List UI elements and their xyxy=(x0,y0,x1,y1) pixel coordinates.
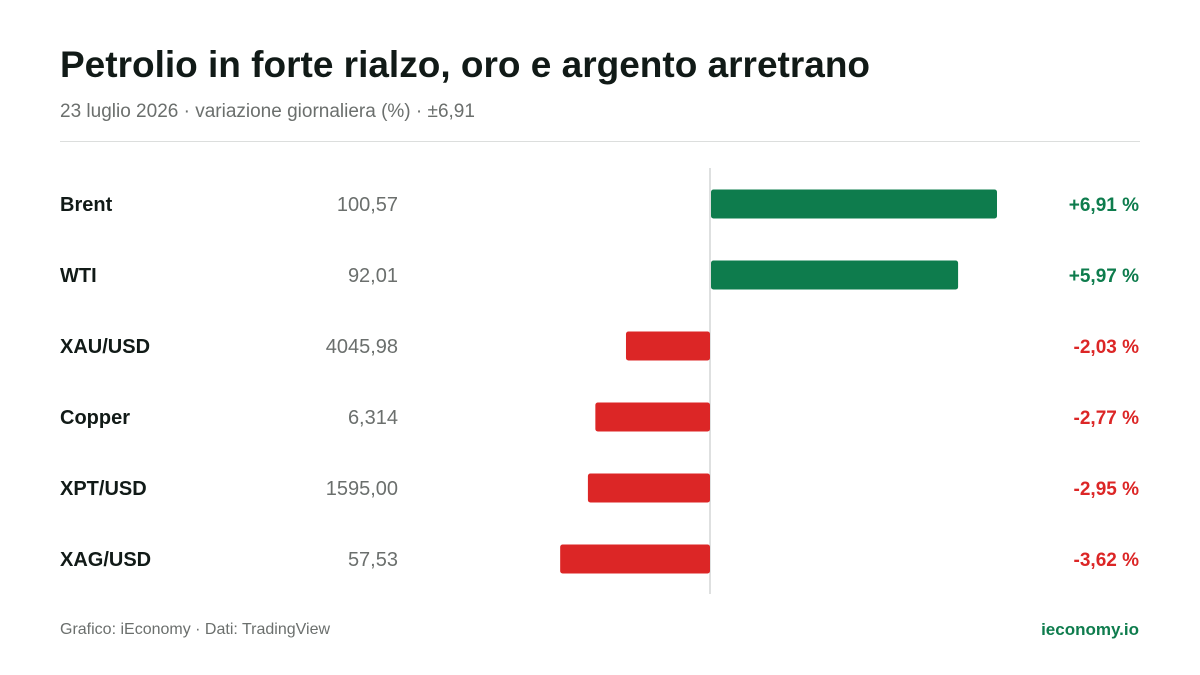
price-label: 4045,98 xyxy=(326,336,398,358)
price-label: 1595,00 xyxy=(326,478,398,500)
value-label: -3,62 % xyxy=(1074,550,1140,571)
category-label: XAU/USD xyxy=(60,336,150,358)
price-label: 6,314 xyxy=(348,407,398,429)
bar-brent xyxy=(711,189,997,219)
category-label: XPT/USD xyxy=(60,478,147,500)
value-label: +6,91 % xyxy=(1069,195,1139,216)
chart-subtitle: 23 luglio 2026 · variazione giornaliera … xyxy=(60,101,475,122)
value-label: +5,97 % xyxy=(1069,266,1139,287)
category-label: WTI xyxy=(60,265,97,287)
bar-xau-usd xyxy=(625,331,710,361)
category-label: XAG/USD xyxy=(60,549,151,571)
value-label: -2,95 % xyxy=(1074,479,1140,500)
category-label: Copper xyxy=(60,407,130,429)
chart-title: Petrolio in forte rialzo, oro e argento … xyxy=(60,44,871,85)
bar-copper xyxy=(595,402,710,432)
header-divider xyxy=(60,141,1140,142)
bar-xag-usd xyxy=(560,544,710,574)
bar-xpt-usd xyxy=(587,473,710,503)
value-label: -2,03 % xyxy=(1074,337,1140,358)
bar-wti xyxy=(711,260,959,290)
category-label: Brent xyxy=(60,194,113,216)
source-note: Grafico: iEconomy · Dati: TradingView xyxy=(60,621,331,638)
price-label: 57,53 xyxy=(348,549,398,571)
value-label: -2,77 % xyxy=(1074,408,1140,429)
brand-link[interactable]: ieconomy.io xyxy=(1041,620,1139,639)
price-label: 92,01 xyxy=(348,265,398,287)
price-label: 100,57 xyxy=(337,194,398,216)
